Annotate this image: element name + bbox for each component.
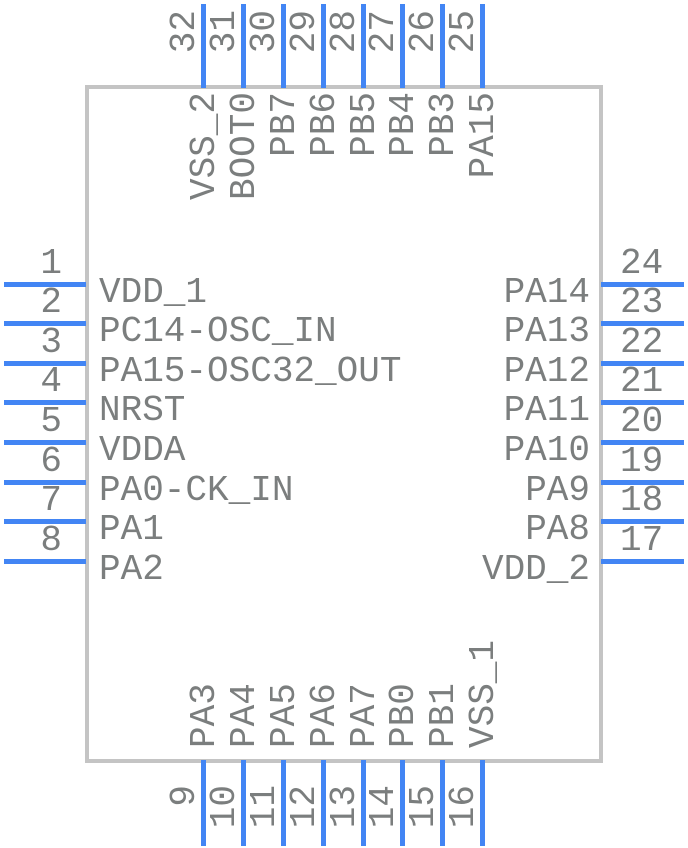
pin-number: 22 [620,322,664,363]
pin-line-top-26 [440,4,445,88]
pin-label: PA15-OSC32_OUT [99,351,402,392]
pin-line-right-17 [601,559,684,564]
pin-line-right-20 [601,440,684,445]
pin-line-top-28 [361,4,366,88]
pin-label: VSS_2 [184,92,225,201]
pin-number: 11 [244,785,285,829]
pin-number: 15 [403,785,444,829]
pin-number: 20 [620,401,664,442]
pin-number: 21 [620,361,664,402]
pin-label: PA0-CK_IN [99,470,294,511]
pin-number: 8 [40,520,62,561]
pin-line-top-25 [480,4,485,88]
pin-number: 14 [363,785,404,829]
pin-line-left-7 [4,519,86,524]
pin-number: 13 [324,785,365,829]
pin-number: 31 [204,10,245,54]
pin-label: BOOT0 [224,92,265,201]
pin-line-bottom-9 [201,760,206,846]
pin-label: PA6 [304,683,345,748]
pin-number: 30 [244,10,285,54]
pin-line-right-18 [601,519,684,524]
pin-line-bottom-15 [440,760,445,846]
pin-line-right-19 [601,480,684,485]
pin-line-bottom-16 [480,760,485,846]
pin-number: 24 [620,243,664,284]
pin-line-top-29 [321,4,326,88]
pin-label: PA11 [503,390,590,431]
pin-label: PA12 [503,351,590,392]
pin-line-right-24 [601,282,684,287]
pin-label: PA9 [525,470,590,511]
pin-line-right-23 [601,321,684,326]
pin-line-bottom-12 [321,760,326,846]
pin-number: 10 [204,785,245,829]
pin-number: 5 [40,401,62,442]
pin-label: PB4 [383,92,424,157]
pin-line-bottom-11 [281,760,286,846]
pin-label: PA3 [184,683,225,748]
pin-line-bottom-10 [241,760,246,846]
pin-line-top-31 [241,4,246,88]
pin-line-left-1 [4,282,86,287]
pin-label: PA8 [525,509,590,550]
pin-number: 25 [443,10,484,54]
pin-label: PA15 [463,92,504,179]
pin-label: PC14-OSC_IN [99,311,337,352]
pin-label: PB0 [383,683,424,748]
pin-label: VSS_1 [463,639,504,748]
pin-label: PB5 [344,92,385,157]
pin-number: 2 [40,282,62,323]
pin-line-left-4 [4,400,86,405]
pin-number: 1 [40,243,62,284]
pin-label: PA4 [224,683,265,748]
pin-number: 7 [40,480,62,521]
pin-line-top-32 [201,4,206,88]
pin-label: PA1 [99,509,164,550]
pin-label: PA13 [503,311,590,352]
pin-line-left-5 [4,440,86,445]
pin-label: NRST [99,390,186,431]
pin-number: 6 [40,441,62,482]
pin-label: PB3 [423,92,464,157]
pin-label: PA14 [503,272,590,313]
pin-number: 26 [403,10,444,54]
pin-line-top-27 [400,4,405,88]
pin-number: 17 [620,520,664,561]
pin-line-bottom-13 [361,760,366,846]
pin-line-right-22 [601,361,684,366]
pin-line-left-6 [4,480,86,485]
pin-label: PB6 [304,92,345,157]
pin-line-left-8 [4,559,86,564]
pin-number: 3 [40,322,62,363]
pin-line-left-3 [4,361,86,366]
pin-label: PA10 [503,430,590,471]
pin-line-left-2 [4,321,86,326]
pin-number: 18 [620,480,664,521]
pin-number: 4 [40,361,62,402]
pin-line-top-30 [281,4,286,88]
pin-number: 19 [620,441,664,482]
pin-number: 23 [620,282,664,323]
pin-number: 9 [164,785,205,807]
pin-number: 12 [284,785,325,829]
pin-number: 28 [324,10,365,54]
pin-label: VDD_1 [99,272,208,313]
pin-label: PA5 [264,683,305,748]
pin-label: PB1 [423,683,464,748]
pin-label: PA2 [99,549,164,590]
pin-label: VDD_2 [481,549,590,590]
chip-body [85,85,603,763]
pin-number: 16 [443,785,484,829]
pin-number: 29 [284,10,325,54]
pin-label: PA7 [344,683,385,748]
pin-line-bottom-14 [400,760,405,846]
pin-label: PB7 [264,92,305,157]
pin-label: VDDA [99,430,186,471]
pin-number: 27 [363,10,404,54]
pin-line-right-21 [601,400,684,405]
pin-number: 32 [164,10,205,54]
